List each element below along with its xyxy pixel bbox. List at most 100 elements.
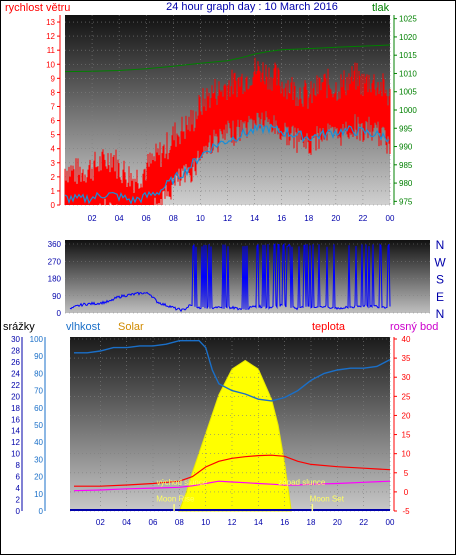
wind-direction-line — [69, 242, 391, 313]
temperature-x-tick-label: 06 — [149, 518, 158, 527]
temperature-line — [74, 454, 391, 487]
pressure-tick-label: 1010 — [399, 69, 417, 78]
page-title: 24 hour graph day : 10 March 2016 — [166, 1, 338, 13]
temperature-x-axis: 02 04 06 08 10 12 14 16 18 20 22 00 — [96, 518, 395, 527]
direction-axis: 0 90 180 270 360 — [48, 240, 62, 318]
temperature-tick-label: 0 — [404, 488, 409, 497]
temperature-x-tick-label: 14 — [254, 518, 263, 527]
wind-tick-label: 2 — [51, 173, 56, 182]
direction-tick-label: 90 — [52, 292, 61, 301]
sunrise-label: východ slunce — [157, 478, 208, 487]
wind-tick-label: 3 — [51, 159, 56, 168]
wind-x-tick-label: 08 — [169, 214, 178, 223]
wind-tick-label: 4 — [51, 145, 56, 154]
humidity-tick-label: 0 — [39, 507, 44, 516]
temperature-series — [70, 340, 391, 511]
moon-set-label: Moon Set — [310, 494, 345, 503]
temperature-tick-label: 35 — [402, 354, 411, 363]
dewpoint-line — [73, 480, 391, 492]
humidity-tick-label: 20 — [34, 473, 43, 482]
temperature-label: teplota — [312, 321, 346, 333]
temperature-tick-label: -5 — [402, 507, 410, 516]
rain-tick-label: 30 — [11, 335, 20, 344]
temperature-x-tick-label: 20 — [333, 518, 342, 527]
wind-x-tick-label: 20 — [331, 214, 340, 223]
pressure-tick-label: 980 — [399, 179, 413, 188]
wind-tick-label: 9 — [51, 74, 56, 83]
direction-series — [69, 242, 391, 313]
rain-tick-label: 0 — [16, 507, 21, 516]
temperature-x-tick-label: 02 — [96, 518, 105, 527]
pressure-tick-label: 1000 — [399, 106, 417, 115]
temperature-tick-label: 25 — [402, 392, 411, 401]
temperature-tick-label: 15 — [402, 431, 411, 440]
humidity-tick-label: 30 — [34, 455, 43, 464]
humidity-tick-label: 90 — [34, 352, 43, 361]
rain-label: srážky — [3, 321, 35, 333]
sun-moon-annotations: východ slunce západ slunce Moon Rise Moon S… — [156, 478, 345, 511]
rain-tick-label: 28 — [11, 346, 20, 355]
moon-rise-label: Moon Rise — [156, 494, 195, 503]
pressure-tick-label: 1015 — [399, 51, 417, 60]
temperature-x-tick-label: 12 — [228, 518, 237, 527]
humidity-tick-label: 60 — [34, 404, 43, 413]
wind-x-tick-label: 22 — [358, 214, 367, 223]
humidity-line — [74, 340, 391, 402]
rain-tick-label: 20 — [11, 392, 20, 401]
wind-tick-label: 6 — [51, 117, 56, 126]
wind-x-tick-label: 00 — [386, 214, 395, 223]
pressure-tick-label: 985 — [399, 161, 413, 170]
temperature-tick-label: 10 — [402, 450, 411, 459]
dewpoint-label: rosný bod — [390, 321, 438, 333]
rain-tick-label: 6 — [16, 473, 21, 482]
pressure-axis: 975 980 985 990 995 1000 1005 1010 1015 1020 1025 — [393, 15, 417, 206]
wind-x-tick-label: 06 — [142, 214, 151, 223]
temperature-tick-label: 30 — [402, 373, 411, 382]
compass-label: S — [436, 273, 444, 287]
compass-label: N — [436, 307, 445, 321]
temperature-tick-label: 20 — [402, 411, 411, 420]
wind-x-tick-label: 16 — [277, 214, 286, 223]
wind-tick-label: 5 — [51, 131, 56, 140]
pressure-tick-label: 1005 — [399, 88, 417, 97]
sunset-label: západ slunce — [278, 478, 326, 487]
wind-x-tick-label: 04 — [115, 214, 124, 223]
wind-tick-label: 10 — [46, 60, 55, 69]
rain-tick-label: 22 — [11, 381, 20, 390]
temperature-tick-label: 40 — [402, 335, 411, 344]
temperature-x-tick-label: 18 — [307, 518, 316, 527]
direction-tick-label: 270 — [48, 257, 62, 266]
wind-x-tick-label: 18 — [304, 214, 313, 223]
rain-tick-label: 8 — [16, 461, 21, 470]
direction-tick-label: 180 — [48, 275, 62, 284]
rain-tick-label: 10 — [11, 450, 20, 459]
wind-speed-label: rychlost větru — [5, 2, 70, 14]
pressure-tick-label: 990 — [399, 143, 413, 152]
rain-tick-label: 2 — [16, 496, 21, 505]
compass-label: W — [434, 255, 446, 269]
temperature-x-tick-label: 10 — [201, 518, 210, 527]
temperature-tick-label: 5 — [404, 469, 409, 478]
humidity-tick-label: 70 — [34, 387, 43, 396]
wind-tick-label: 8 — [51, 88, 56, 97]
humidity-label: vlhkost — [66, 321, 100, 333]
direction-tick-label: 0 — [57, 309, 62, 318]
rain-tick-label: 18 — [11, 404, 20, 413]
rain-tick-label: 26 — [11, 358, 20, 367]
temperature-axis: -5 0 5 10 15 20 25 30 35 40 — [393, 335, 411, 516]
wind-tick-label: 11 — [47, 46, 56, 55]
temperature-x-tick-label: 04 — [122, 518, 131, 527]
rain-tick-label: 24 — [11, 369, 20, 378]
wind-x-tick-label: 12 — [223, 214, 232, 223]
humidity-axis: 0 10 20 30 40 50 60 70 80 90 100 — [30, 335, 46, 516]
temperature-x-tick-label: 08 — [175, 518, 184, 527]
wind-speed-line — [64, 57, 391, 205]
temperature-x-tick-label: 16 — [280, 518, 289, 527]
